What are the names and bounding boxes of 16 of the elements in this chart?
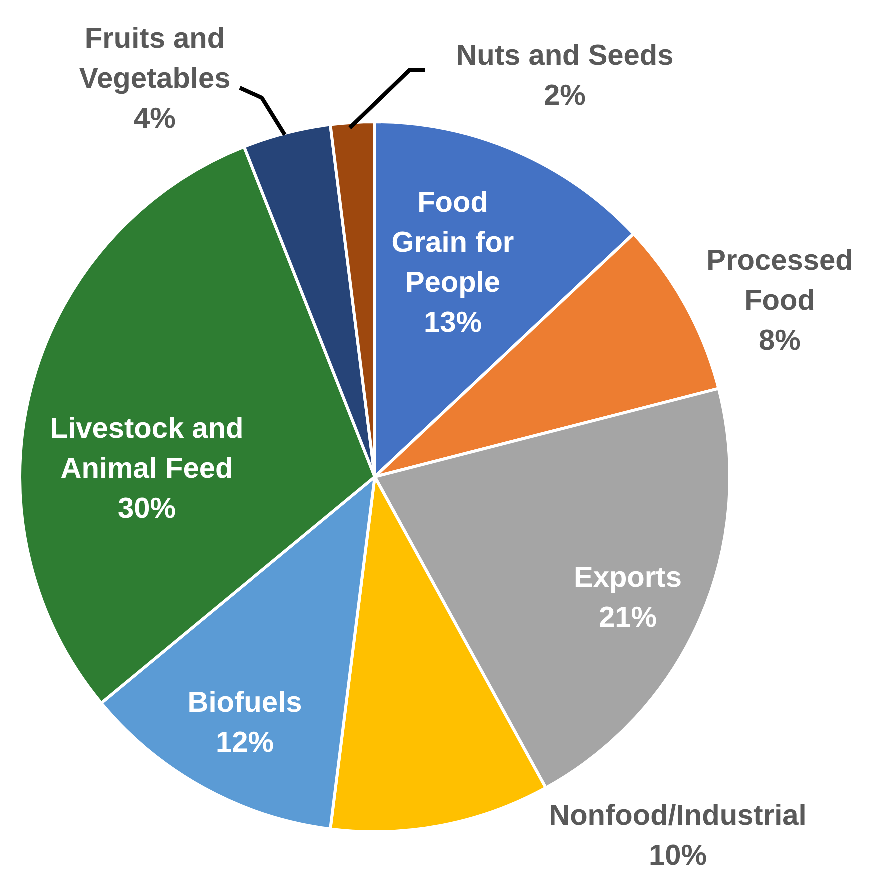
data-label: 13%	[424, 307, 482, 339]
slice-label: Exports	[574, 562, 682, 594]
data-label: 30%	[118, 493, 176, 525]
data-label: 21%	[598, 602, 658, 634]
data-label: 4%	[134, 103, 176, 135]
slice-label: Processed Food	[706, 245, 854, 317]
slice-label: Biofuels	[188, 687, 302, 719]
slice-label: Food Grain for People	[392, 187, 514, 299]
data-label: 10%	[648, 840, 708, 872]
data-label: 8%	[759, 325, 802, 357]
slice-label: Livestock and Animal Feed	[50, 413, 244, 485]
slice-label: Nuts and Seeds	[456, 40, 674, 72]
slice-label: Nonfood/Industrial	[549, 800, 807, 832]
slice-label: Fruits and Vegetables	[79, 23, 231, 95]
data-label: 12%	[216, 727, 274, 759]
data-label: 2%	[544, 80, 586, 112]
